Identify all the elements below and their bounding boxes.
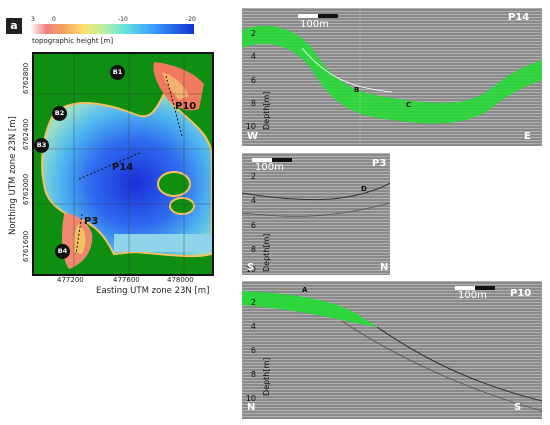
x-tick: 477600 [113, 276, 140, 284]
p3-depth-tick: 6 [250, 221, 256, 230]
profile-p10-panel [242, 281, 542, 419]
p10-depth-tick: 8 [250, 370, 256, 379]
p10-depth-label: Depth[m] [262, 357, 271, 396]
x-tick: 477200 [57, 276, 84, 284]
y-tick: 6761600 [22, 230, 30, 262]
y-axis-label: Northing UTM zone 23N [m] [8, 116, 18, 235]
p14-right-dir: E [524, 131, 531, 142]
colorbar-label: topographic height [m] [32, 37, 114, 45]
p14-scale-bar [298, 14, 338, 18]
p10-right-dir: S [514, 402, 522, 413]
p10-scale-text: 100m [458, 290, 487, 301]
p10-name: P10 [510, 288, 532, 299]
colorbar-tick: -20 [186, 16, 196, 23]
p3-right-dir: N [380, 262, 389, 273]
borehole-b2-badge: B2 [52, 106, 67, 121]
map-profile-p10-label: P10 [175, 101, 197, 112]
p10-depth-tick: 6 [250, 346, 256, 355]
profile-line-p14 [78, 151, 143, 180]
y-tick: 6762000 [22, 173, 30, 205]
borehole-b1-badge: B1 [110, 65, 125, 80]
y-tick: 6762800 [22, 62, 30, 94]
borehole-b4-badge: B4 [55, 244, 70, 259]
p14-mark-b: B [354, 86, 360, 94]
p14-depth-tick: 2 [250, 29, 256, 38]
x-axis-label: Easting UTM zone 23N [m] [96, 286, 210, 296]
borehole-b3-badge: B3 [34, 138, 49, 153]
p14-mark-c: C [406, 101, 412, 109]
p14-depth-tick: 6 [250, 76, 256, 85]
p14-depth-label: Depth[m] [262, 91, 271, 130]
p3-left-dir: S [247, 262, 255, 273]
p10-depth-tick: 10 [245, 394, 256, 403]
p3-depth-tick: 8 [250, 245, 256, 254]
colorbar-tick: 0 [52, 16, 56, 23]
profile-line-p3 [75, 213, 83, 255]
colorbar-tick: -10 [118, 16, 128, 23]
p10-scale-bar [455, 286, 495, 290]
profile-p3-panel [242, 153, 390, 275]
map-profile-p14-label: P14 [112, 162, 134, 173]
bathymetry-svg [34, 54, 212, 274]
p3-name: P3 [372, 158, 387, 169]
map-profile-p3-label: P3 [84, 216, 99, 227]
p3-depth-label: Depth[m] [262, 233, 271, 272]
p14-depth-tick: 8 [250, 99, 256, 108]
p3-mark-d: D [361, 185, 367, 193]
p3-scale-text: 100m [255, 162, 284, 173]
p14-name: P14 [508, 12, 530, 23]
colorbar [30, 24, 194, 34]
topographic-map [32, 52, 214, 276]
p14-depth-tick: 10 [245, 122, 256, 131]
p3-scale-bar [252, 158, 292, 162]
p3-depth-tick: 10 [245, 265, 256, 274]
p3-depth-tick: 4 [250, 196, 256, 205]
p14-left-dir: W [247, 131, 259, 142]
panel-a-letter: a [6, 18, 22, 34]
p10-depth-tick: 4 [250, 322, 256, 331]
p10-left-dir: N [247, 402, 256, 413]
p3-depth-tick: 2 [250, 172, 256, 181]
colorbar-tick: 3 [31, 16, 35, 23]
p10-depth-tick: 2 [250, 298, 256, 307]
profile-p14-panel [242, 8, 542, 146]
y-tick: 6762400 [22, 118, 30, 150]
p14-scale-text: 100m [300, 19, 329, 30]
p14-depth-tick: 4 [250, 52, 256, 61]
p10-mark-a: A [302, 286, 308, 294]
x-tick: 478000 [167, 276, 194, 284]
